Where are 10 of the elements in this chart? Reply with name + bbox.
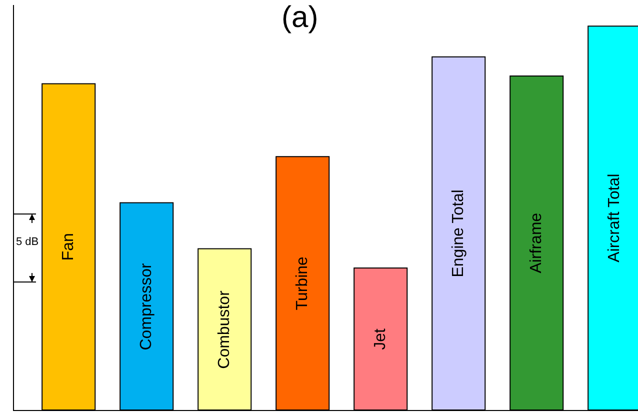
- annotation: 5 dB: [16, 236, 39, 248]
- x-tick-label: Turbine: [294, 256, 312, 310]
- x-tick-label: Airframe: [528, 212, 546, 274]
- x-tick-label: Jet: [372, 328, 390, 350]
- x-tick-label: Fan: [60, 233, 78, 261]
- chart-title: (a): [282, 1, 318, 34]
- x-tick-label: Aircraft Total: [606, 174, 624, 262]
- x-tick-label: Compressor: [138, 262, 156, 350]
- x-tick-label: Combustor: [216, 290, 234, 369]
- x-tick-label: Engine Total: [450, 190, 468, 278]
